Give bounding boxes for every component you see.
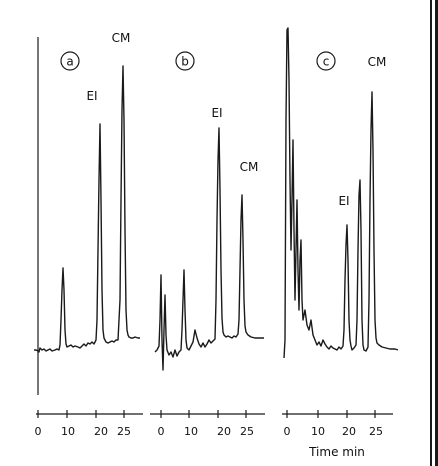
panel-label-circle-c [316, 51, 336, 71]
x-axis-title-c: Time min [308, 445, 365, 459]
x-tick-label-c-0: 0 [284, 425, 291, 438]
x-tick-label-c-3: 25 [369, 425, 383, 438]
panel-label-circle-a [60, 51, 80, 71]
peak-label-a-CM: CM [112, 31, 131, 45]
x-tick-label-a-1: 10 [61, 425, 75, 438]
trace-b [154, 127, 264, 371]
peak-label-b-CM: CM [240, 160, 259, 174]
x-tick-label-c-1: 10 [311, 425, 325, 438]
x-tick-label-b-2: 20 [217, 425, 231, 438]
chromatogram-panel-a: a EI CM 0 10 20 25 [34, 31, 143, 438]
trace-c [283, 27, 399, 359]
chromatogram-panel-c: c EI CM 0 10 20 25 Time min [282, 0, 438, 466]
x-tick-label-a-0: 0 [35, 425, 42, 438]
panel-label-c: c [323, 55, 330, 69]
x-tick-label-c-2: 20 [342, 425, 356, 438]
trace-a [34, 65, 140, 353]
peak-label-a-EI: EI [86, 89, 97, 103]
x-tick-label-a-2: 20 [94, 425, 108, 438]
panel-label-circle-b [175, 51, 195, 71]
panel-label-b: b [181, 55, 189, 69]
peak-label-c-CM: CM [368, 55, 387, 69]
peak-label-b-EI: EI [211, 106, 222, 120]
panel-label-a: a [66, 55, 73, 69]
x-tick-label-b-1: 10 [184, 425, 198, 438]
peak-label-c-EI: EI [338, 194, 349, 208]
chromatogram-panel-b: b EI CM 0 10 20 25 [150, 51, 265, 438]
x-tick-label-a-3: 25 [117, 425, 131, 438]
x-tick-label-b-3: 25 [240, 425, 254, 438]
chart-right-edge-highlight [432, 0, 435, 466]
x-tick-label-b-0: 0 [158, 425, 165, 438]
